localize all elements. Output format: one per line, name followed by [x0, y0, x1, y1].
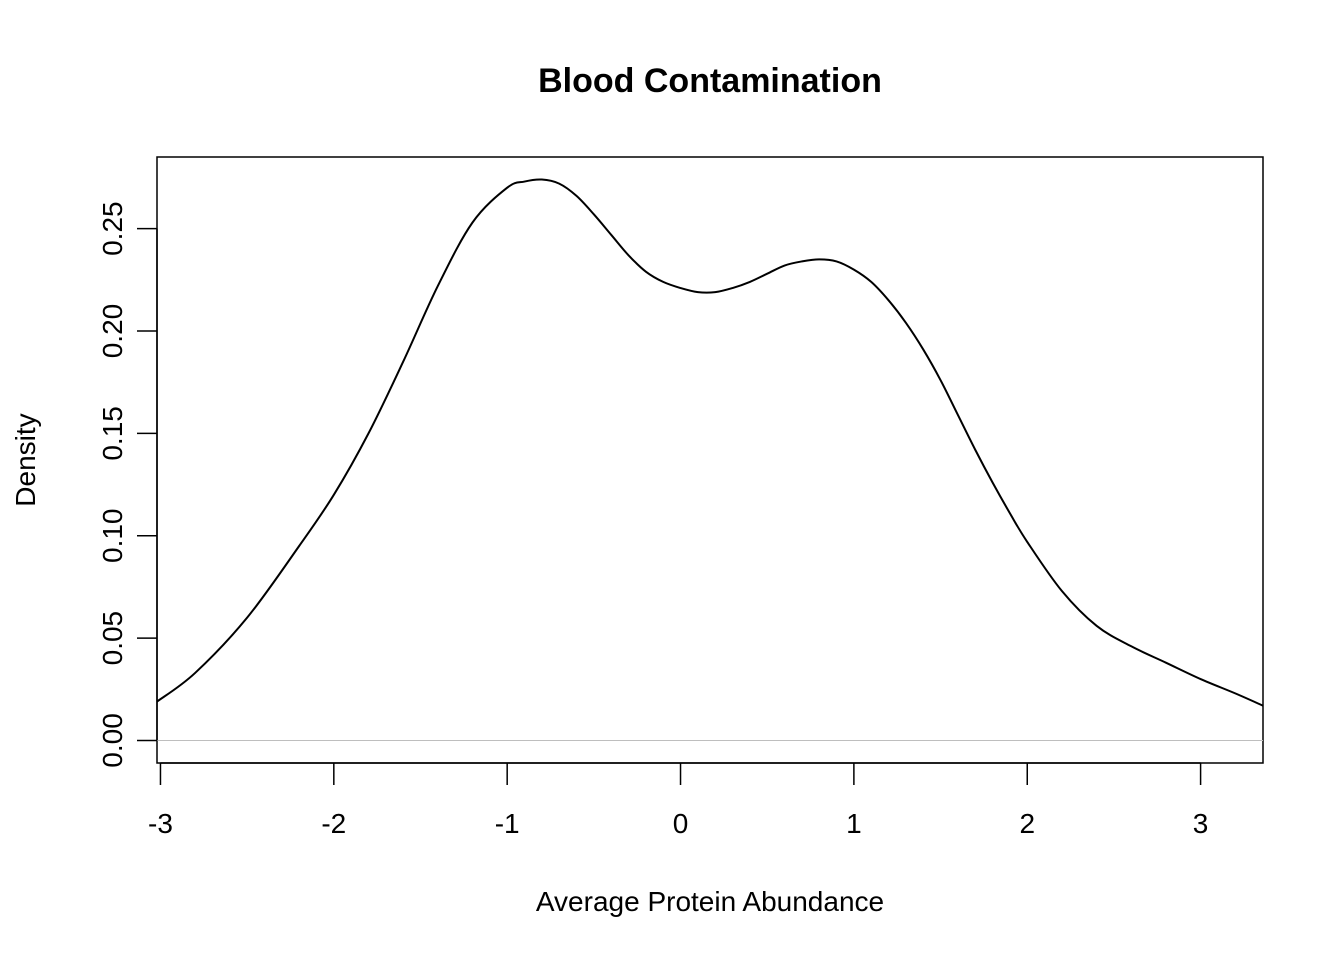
y-tick-label: 0.00 [97, 713, 128, 768]
plot-frame [156, 156, 1264, 764]
y-tick-label: 0.25 [97, 201, 128, 256]
density-curve-0 [156, 178, 1264, 707]
x-tick-label: -2 [321, 808, 346, 839]
y-tick-label: 0.15 [97, 406, 128, 461]
y-axis: 0.00 0.05 0.10 0.15 0.20 0.25 [97, 201, 158, 768]
x-axis-title: Average Protein Abundance [536, 886, 884, 917]
x-tick-label: 3 [1193, 808, 1209, 839]
chart-title: Blood Contamination [538, 62, 882, 100]
x-axis: -3 -2 -1 0 1 2 3 [148, 762, 1209, 839]
y-tick-label: 0.10 [97, 509, 128, 564]
y-tick-label: 0.05 [97, 611, 128, 666]
x-tick-label: 1 [846, 808, 862, 839]
x-tick-label: -1 [495, 808, 520, 839]
x-tick-label: 2 [1019, 808, 1035, 839]
y-axis-title: Density [10, 413, 41, 506]
series-layer [156, 178, 1264, 707]
x-tick-label: -3 [148, 808, 173, 839]
x-tick-label: 0 [673, 808, 689, 839]
y-tick-label: 0.20 [97, 304, 128, 359]
